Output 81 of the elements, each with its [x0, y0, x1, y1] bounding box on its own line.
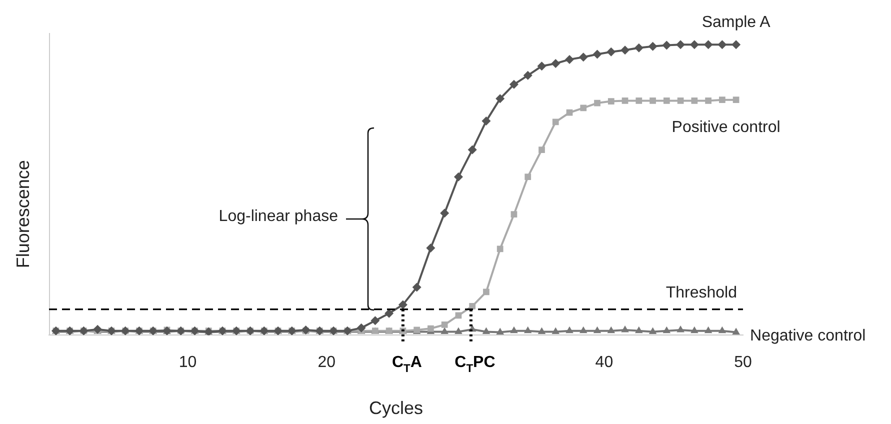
point: [718, 326, 726, 334]
point: [578, 52, 588, 62]
point: [483, 288, 490, 296]
x-tick-label: 20: [318, 354, 336, 372]
point: [523, 70, 532, 80]
point: [648, 327, 657, 334]
point: [676, 40, 686, 50]
point: [635, 326, 643, 334]
point: [398, 300, 408, 310]
point: [412, 282, 422, 292]
point: [509, 80, 518, 89]
point: [690, 40, 699, 50]
point: [704, 326, 712, 334]
point: [622, 98, 628, 104]
point: [691, 98, 698, 104]
point: [719, 96, 726, 104]
point: [426, 244, 436, 253]
point: [566, 326, 574, 334]
point: [663, 98, 670, 104]
point: [440, 327, 448, 334]
y-axis-title: Fluorescence: [12, 160, 33, 268]
point: [732, 40, 741, 50]
point: [537, 62, 546, 71]
point: [662, 40, 672, 50]
point: [496, 246, 504, 252]
point: [524, 326, 532, 334]
series-label: Sample A: [702, 14, 771, 32]
point: [732, 96, 740, 104]
point: [454, 172, 463, 182]
point: [496, 328, 504, 335]
x-axis-title: Cycles: [368, 398, 424, 418]
point: [676, 325, 684, 332]
point: [593, 326, 602, 334]
point: [650, 98, 656, 104]
point: [648, 42, 658, 51]
point: [496, 94, 505, 104]
point: [441, 322, 448, 328]
point: [510, 211, 518, 218]
point: [690, 326, 698, 334]
point: [592, 50, 602, 59]
annotation: Log-linear phase: [218, 208, 338, 226]
point: [538, 146, 545, 153]
point: [634, 43, 644, 52]
point: [552, 118, 559, 126]
point: [551, 59, 560, 68]
point: [93, 324, 102, 334]
point: [552, 327, 560, 334]
point: [732, 328, 740, 335]
point: [705, 98, 712, 104]
point: [608, 98, 614, 104]
point: [565, 54, 574, 64]
point: [482, 327, 490, 334]
point: [538, 327, 546, 334]
point: [579, 326, 588, 334]
point: [454, 327, 462, 334]
point: [356, 323, 366, 332]
point: [440, 208, 450, 218]
point: [704, 40, 713, 50]
point: [524, 174, 532, 180]
point: [482, 116, 491, 126]
point: [662, 326, 671, 334]
point: [718, 40, 727, 50]
point: [677, 98, 684, 104]
series-label: Negative control: [750, 328, 866, 345]
point: [607, 326, 616, 334]
point: [370, 316, 380, 326]
x-tick-label: 40: [595, 354, 614, 372]
x-tick-label: 50: [734, 354, 752, 372]
point: [468, 145, 477, 154]
point: [620, 46, 630, 55]
point: [566, 109, 573, 116]
ref-line-label: Threshold: [666, 284, 737, 302]
point: [510, 326, 518, 334]
x-tick-label: 10: [178, 354, 197, 372]
point: [469, 302, 476, 310]
point: [606, 47, 616, 56]
point: [580, 104, 587, 112]
point: [621, 325, 629, 332]
point: [594, 100, 600, 106]
point: [636, 98, 642, 104]
series-label: Positive control: [672, 119, 780, 136]
